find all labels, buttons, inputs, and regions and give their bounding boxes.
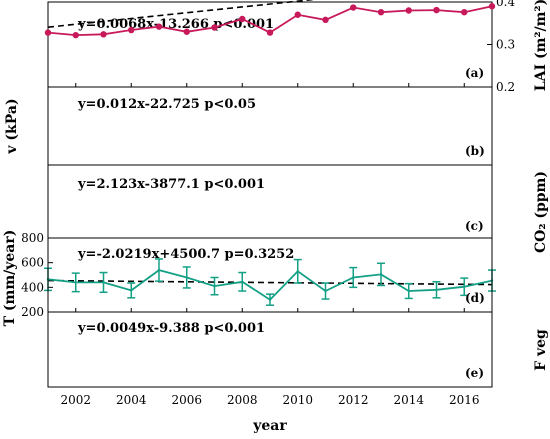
data-point <box>239 15 246 23</box>
data-point <box>74 281 77 284</box>
equation: y=-2.0219x+4500.7 p=0.3252 <box>77 247 294 262</box>
x-tick-label: 2014 <box>393 393 424 407</box>
data-point <box>213 284 216 288</box>
data-point <box>461 9 468 16</box>
x-tick-label: 2010 <box>282 393 313 407</box>
y-axis-label: T (mm/year) <box>2 230 18 327</box>
y-tick-label: 0.4 <box>496 0 515 9</box>
data-point <box>44 29 52 36</box>
data-point <box>241 280 244 283</box>
y-tick-label: 0.3 <box>496 38 515 52</box>
x-axis-label: year <box>252 418 287 434</box>
y-tick-label: 800 <box>21 231 44 245</box>
data-point <box>183 28 190 35</box>
panel-frame <box>47 164 493 239</box>
equation: y=0.0068x-13.266 p<0.001 <box>77 17 274 32</box>
data-point <box>102 281 105 284</box>
data-point <box>268 298 272 301</box>
x-tick-label: 2012 <box>338 393 369 407</box>
x-axis: 2002 2004 2006 2008 2010 2012 2014 2016 <box>60 393 479 407</box>
y-axis-label: v (kPa) <box>4 98 20 154</box>
panel-label: (e) <box>465 366 484 380</box>
y-tick-label: 400 <box>21 280 44 294</box>
data-point <box>157 268 161 272</box>
y-tick-label: 0.2 <box>496 80 515 94</box>
panel-frame: 1.41.6 <box>47 1 493 88</box>
data-point <box>324 289 327 293</box>
panel-label: (a)360380400 <box>465 66 484 80</box>
data-point <box>72 31 79 39</box>
data-point <box>433 6 440 14</box>
data-point <box>185 276 188 279</box>
data-point <box>322 16 329 24</box>
x-tick-label: 2004 <box>116 393 147 407</box>
data-point <box>488 3 496 10</box>
data-point <box>266 29 274 36</box>
panel-e: y=0.0049x-9.388 p<0.001 (e) F veg <box>47 311 549 388</box>
data-point <box>211 24 218 31</box>
equation: y=2.123x-3877.1 p<0.001 <box>77 177 265 192</box>
data-point <box>130 289 133 292</box>
trend-line <box>47 0 317 28</box>
data-point <box>296 270 299 273</box>
y-tick-label: 600 <box>21 256 44 270</box>
panel-frame <box>47 311 493 388</box>
data-point <box>350 4 357 11</box>
data-point <box>100 31 107 38</box>
panel-label: (b) <box>465 144 485 158</box>
panel-a: 1.41.6 y=0.0068x-13.266 p<0.001 (a)36038… <box>44 0 549 94</box>
data-point <box>435 288 438 291</box>
x-tick-label: 2002 <box>60 393 91 407</box>
data-point <box>407 289 410 293</box>
y-tick-label: 200 <box>21 305 44 319</box>
data-point <box>379 273 383 276</box>
data-point <box>155 23 163 30</box>
panel-c: y=2.123x-3877.1 p<0.001 (c) CO₂ (ppm) <box>47 164 549 253</box>
data-point <box>405 7 412 14</box>
panel-b: 0.420.440.460.48 y=0.012x-22.725 p<0.05 … <box>4 86 496 319</box>
data-point <box>377 9 385 16</box>
panel-label: (d) <box>465 291 485 305</box>
x-tick-label: 2016 <box>449 393 480 407</box>
x-tick-label: 2006 <box>171 393 202 407</box>
y-axis-label: LAI (m²/m²) <box>533 0 549 91</box>
y-axis-label: F veg <box>533 329 549 371</box>
y-axis-label: CO₂ (ppm) <box>533 171 549 253</box>
equation: y=0.0049x-9.388 p<0.001 <box>77 321 265 336</box>
trend-line <box>47 279 493 286</box>
data-point <box>352 276 355 279</box>
data-point <box>128 26 135 34</box>
data-point <box>294 11 301 18</box>
data-point <box>463 285 466 288</box>
panel-label: (c) <box>465 219 484 233</box>
x-tick-label: 2008 <box>227 393 258 407</box>
equation: y=0.012x-22.725 p<0.05 <box>77 97 256 112</box>
